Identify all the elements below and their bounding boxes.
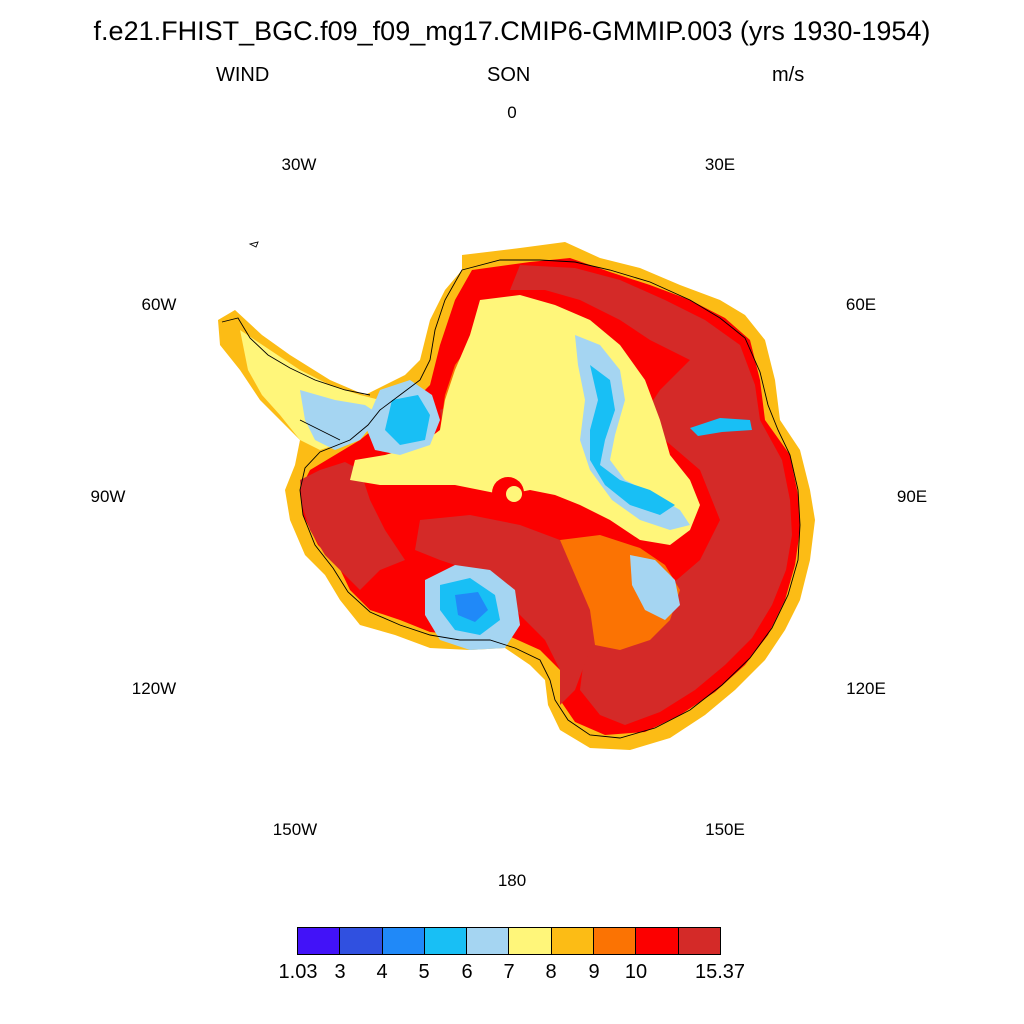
colorbar-label: 8 [545, 961, 557, 983]
colorbar-label: 3 [334, 961, 346, 983]
colorbar-label: 9 [588, 961, 600, 983]
lon-label-90e: 90E [896, 487, 928, 506]
lon-label-0: 0 [507, 103, 517, 122]
colorbar-label: 15.37 [694, 961, 746, 983]
colorbar-box [509, 928, 552, 954]
colorbar-box [467, 928, 510, 954]
colorbar-label: 5 [418, 961, 430, 983]
lon-label-30e: 30E [704, 155, 736, 174]
wind-field [218, 242, 815, 750]
colorbar-label: 4 [376, 961, 388, 983]
colorbar-box [636, 928, 679, 954]
colorbar-box [551, 928, 595, 954]
lon-label-30w: 30W [281, 155, 317, 174]
colorbar-box [382, 928, 425, 954]
colorbar-label: 10 [624, 961, 648, 983]
colorbar-box [678, 928, 720, 954]
colorbar-box [340, 928, 383, 954]
lon-label-60e: 60E [845, 295, 877, 314]
east-coast-streak [690, 418, 752, 436]
colorbar-label: 7 [503, 961, 515, 983]
variable-label: WIND [216, 64, 270, 86]
weddell-cyan [385, 395, 430, 445]
peninsula-blue [300, 390, 380, 450]
lon-label-150e: 150E [705, 820, 745, 839]
dark-red-west [300, 462, 405, 590]
cyan-streak [590, 365, 675, 515]
lon-label-90w: 90W [90, 487, 126, 506]
colorbar-box [594, 928, 637, 954]
lon-label-180: 180 [497, 871, 527, 890]
lon-label-60w: 60W [141, 295, 177, 314]
coastline [299, 259, 801, 739]
plot-title: f.e21.FHIST_BGC.f09_f09_mg17.CMIP6-GMMIP… [93, 16, 931, 46]
ross-blue [455, 592, 488, 622]
lon-label-120e: 120E [846, 679, 886, 698]
colorbar-box [298, 928, 341, 954]
colorbar-label: 1.03 [278, 961, 318, 983]
dark-red-ross [415, 515, 600, 705]
dark-red-east [510, 265, 792, 725]
units-label: m/s [772, 64, 805, 86]
south-shetland-coast [248, 241, 259, 248]
colorbar-label: 6 [461, 961, 473, 983]
lon-label-150w: 150W [272, 820, 318, 839]
season-label: SON [487, 64, 531, 86]
light-blue-east-2 [630, 555, 680, 620]
colorbar [297, 927, 721, 955]
peninsula-coastline [221, 317, 371, 441]
lon-label-120w: 120W [131, 679, 177, 698]
colorbar-box [424, 928, 468, 954]
